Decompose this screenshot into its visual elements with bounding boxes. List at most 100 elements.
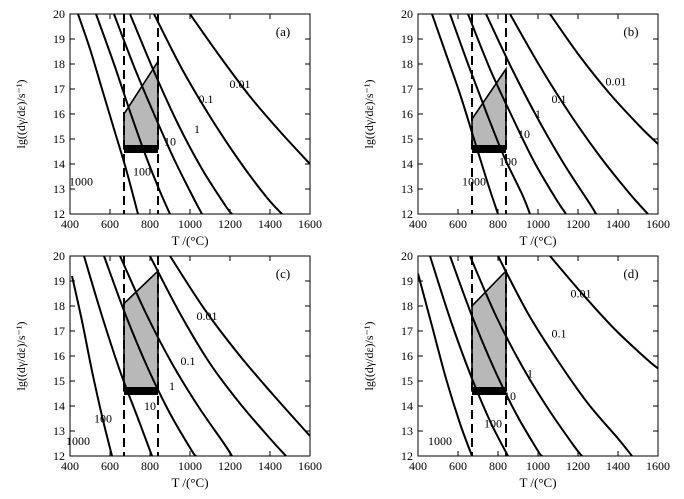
x-axis-label: T /(°C) bbox=[519, 233, 556, 248]
y-tick-label: 16 bbox=[53, 107, 65, 121]
y-tick-label: 19 bbox=[401, 32, 413, 46]
series-line-0.01 bbox=[549, 256, 658, 370]
series-label-0.1: 0.1 bbox=[552, 327, 567, 341]
series-label-1000: 1000 bbox=[66, 434, 90, 448]
curve-group bbox=[77, 14, 310, 214]
series-line-1 bbox=[485, 14, 597, 214]
series-label-1000: 1000 bbox=[69, 175, 93, 189]
x-tick-label: 1400 bbox=[606, 459, 630, 473]
processing-window-area bbox=[123, 58, 159, 150]
series-line-1000 bbox=[418, 273, 473, 456]
x-axis-label: T /(°C) bbox=[519, 475, 556, 490]
y-tick-label: 20 bbox=[53, 7, 65, 21]
x-tick-label: 400 bbox=[409, 459, 427, 473]
chart-panel-c: 1000 100 10 1 0.1 0.01 400 600 800 1000 1200 1400 16… bbox=[14, 249, 322, 490]
x-tick-label: 1200 bbox=[566, 217, 590, 231]
series-label-1000: 1000 bbox=[462, 175, 486, 189]
series-label-0.1: 0.1 bbox=[552, 92, 567, 106]
series-label-0.01: 0.01 bbox=[197, 309, 218, 323]
series-line-100 bbox=[95, 14, 171, 214]
series-label-1: 1 bbox=[527, 367, 533, 381]
series-label-1: 1 bbox=[169, 379, 175, 393]
y-axis-label: lg((dγ/dε)/s⁻¹) bbox=[362, 80, 376, 149]
x-tick-label: 1600 bbox=[298, 217, 322, 231]
y-tick-label: 16 bbox=[401, 107, 413, 121]
x-tick-label: 400 bbox=[409, 217, 427, 231]
y-tick-label: 13 bbox=[401, 424, 413, 438]
x-tick-label: 600 bbox=[101, 459, 119, 473]
y-tick-label: 14 bbox=[401, 157, 413, 171]
series-line-1 bbox=[469, 256, 583, 456]
series-label-10: 10 bbox=[144, 399, 156, 413]
x-tick-label: 600 bbox=[101, 217, 119, 231]
series-label-1000: 1000 bbox=[428, 434, 452, 448]
y-tick-label: 15 bbox=[401, 374, 413, 388]
series-line-10 bbox=[113, 14, 203, 214]
x-tick-label: 1200 bbox=[218, 459, 242, 473]
y-tick-label: 20 bbox=[401, 249, 413, 263]
y-tick-label: 14 bbox=[53, 399, 65, 413]
x-tick-label: 1000 bbox=[178, 459, 202, 473]
y-tick-label: 18 bbox=[53, 57, 65, 71]
series-line-1000 bbox=[431, 14, 499, 214]
series-label-0.1: 0.1 bbox=[181, 354, 196, 368]
y-tick-label: 18 bbox=[401, 57, 413, 71]
chart-panel-a: 1000 100 10 1 0.1 0.01 400 600 800 1000 1200 1400 16… bbox=[14, 7, 322, 248]
y-axis-label: lg((dγ/dε)/s⁻¹) bbox=[14, 322, 28, 391]
y-tick-label: 13 bbox=[401, 182, 413, 196]
x-axis-label: T /(°C) bbox=[171, 475, 208, 490]
panel-label: (a) bbox=[276, 24, 290, 39]
y-tick-label: 17 bbox=[401, 324, 413, 338]
series-label-10: 10 bbox=[164, 135, 176, 149]
y-tick-label: 19 bbox=[53, 274, 65, 288]
x-tick-label: 1400 bbox=[258, 459, 282, 473]
series-label-1: 1 bbox=[194, 122, 200, 136]
y-tick-label: 12 bbox=[401, 449, 413, 463]
series-label-0.01: 0.01 bbox=[606, 75, 627, 89]
plot-frame bbox=[417, 255, 659, 457]
y-tick-label: 15 bbox=[401, 132, 413, 146]
minimum-rate-bar bbox=[124, 387, 158, 395]
y-tick-label: 15 bbox=[53, 374, 65, 388]
series-line-100 bbox=[83, 256, 153, 456]
series-line-0.1 bbox=[149, 256, 287, 456]
series-line-0.1 bbox=[153, 14, 283, 214]
y-tick-label: 12 bbox=[53, 207, 65, 221]
x-tick-label: 1400 bbox=[606, 217, 630, 231]
x-tick-label: 1000 bbox=[178, 217, 202, 231]
x-tick-label: 800 bbox=[489, 217, 507, 231]
series-line-1 bbox=[119, 256, 233, 456]
x-tick-label: 1600 bbox=[646, 459, 670, 473]
series-line-10 bbox=[103, 256, 197, 456]
series-label-0.01: 0.01 bbox=[571, 287, 592, 301]
curve-group bbox=[71, 256, 310, 456]
processing-window-area bbox=[471, 66, 507, 150]
series-line-0.01 bbox=[549, 14, 658, 145]
curve-group bbox=[418, 256, 658, 456]
x-tick-label: 800 bbox=[141, 459, 159, 473]
minimum-rate-bar bbox=[472, 387, 506, 395]
x-tick-label: 800 bbox=[489, 459, 507, 473]
series-label-1: 1 bbox=[535, 107, 541, 121]
series-label-100: 100 bbox=[499, 155, 517, 169]
y-tick-label: 20 bbox=[401, 7, 413, 21]
x-tick-label: 600 bbox=[449, 217, 467, 231]
series-label-10: 10 bbox=[504, 389, 516, 403]
series-line-1000 bbox=[71, 275, 113, 456]
y-axis-label: lg((dγ/dε)/s⁻¹) bbox=[14, 80, 28, 149]
minimum-rate-bar bbox=[472, 145, 506, 153]
series-label-100: 100 bbox=[94, 412, 112, 426]
x-tick-label: 1200 bbox=[566, 459, 590, 473]
y-tick-label: 15 bbox=[53, 132, 65, 146]
y-axis-label: lg((dγ/dε)/s⁻¹) bbox=[362, 322, 376, 391]
y-tick-label: 17 bbox=[53, 324, 65, 338]
panel-label: (b) bbox=[623, 24, 638, 39]
y-tick-label: 12 bbox=[53, 449, 65, 463]
series-line-10 bbox=[449, 256, 543, 456]
series-line-100 bbox=[449, 14, 531, 214]
y-tick-label: 13 bbox=[53, 182, 65, 196]
y-tick-label: 16 bbox=[401, 349, 413, 363]
y-tick-label: 12 bbox=[401, 207, 413, 221]
